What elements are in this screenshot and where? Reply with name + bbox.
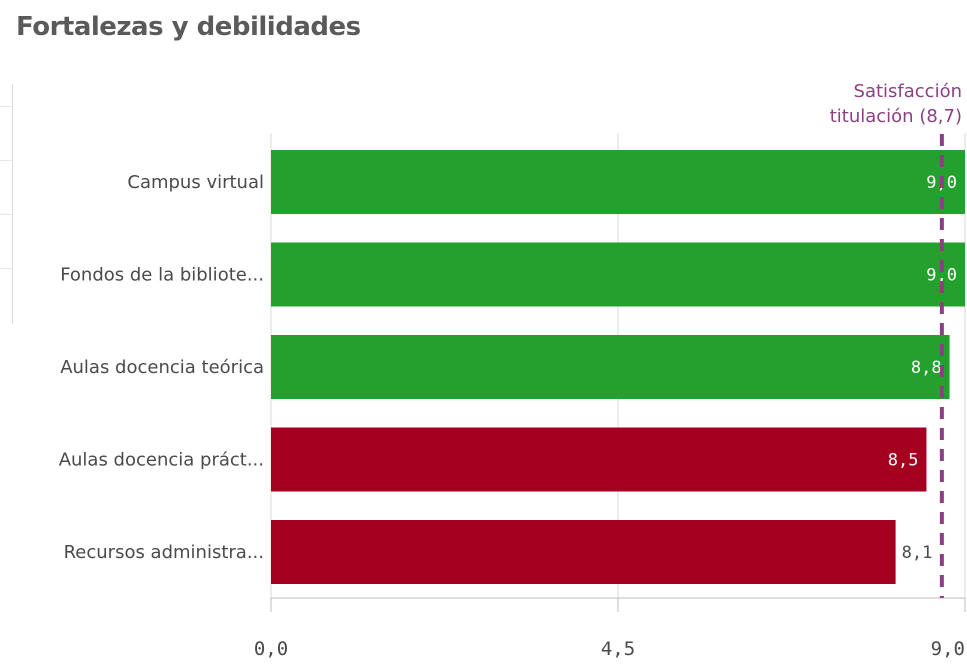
left-panel-divider — [0, 214, 12, 215]
category-label: Aulas docencia práct... — [59, 450, 264, 471]
category-label: Aulas docencia teórica — [60, 357, 264, 378]
data-label: 8,5 — [888, 451, 919, 471]
category-label: Recursos administra... — [64, 542, 264, 563]
x-tick-label: 4,5 — [601, 638, 635, 660]
data-label: 8,1 — [902, 543, 933, 563]
left-panel-divider — [0, 268, 12, 269]
x-tick-label: 9,0 — [931, 638, 965, 660]
reference-line-label: Satisfacción — [854, 81, 962, 102]
bar — [271, 335, 950, 399]
bar — [271, 427, 927, 492]
bar — [271, 242, 965, 307]
data-label: 8,8 — [911, 358, 942, 378]
left-panel-divider — [0, 160, 12, 161]
left-panel-divider — [0, 106, 12, 107]
chart-title: Fortalezas y debilidades — [16, 12, 361, 42]
bar — [271, 520, 896, 584]
category-label: Campus virtual — [127, 172, 264, 193]
data-label: 9,0 — [926, 266, 957, 286]
category-label: Fondos de la bibliote... — [60, 265, 264, 286]
reference-line-label: titulación (8,7) — [830, 106, 962, 127]
x-tick-label: 0,0 — [254, 638, 288, 660]
bar — [271, 150, 965, 214]
left-panel-edge — [0, 84, 13, 324]
